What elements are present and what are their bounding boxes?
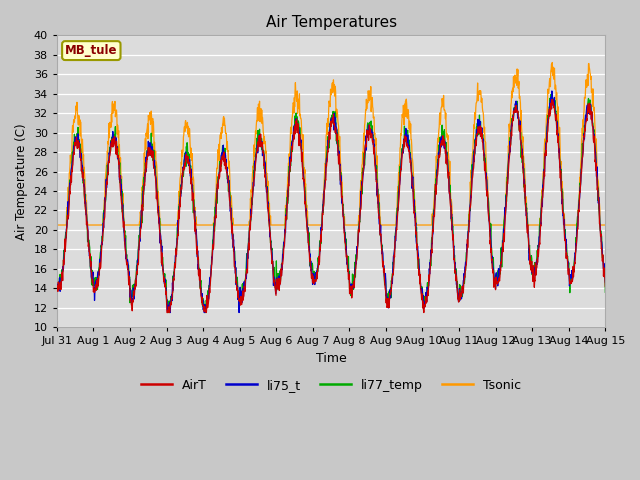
X-axis label: Time: Time: [316, 352, 346, 365]
Legend: AirT, li75_t, li77_temp, Tsonic: AirT, li75_t, li77_temp, Tsonic: [136, 374, 526, 397]
Text: MB_tule: MB_tule: [65, 44, 118, 57]
Title: Air Temperatures: Air Temperatures: [266, 15, 397, 30]
Y-axis label: Air Temperature (C): Air Temperature (C): [15, 123, 28, 240]
